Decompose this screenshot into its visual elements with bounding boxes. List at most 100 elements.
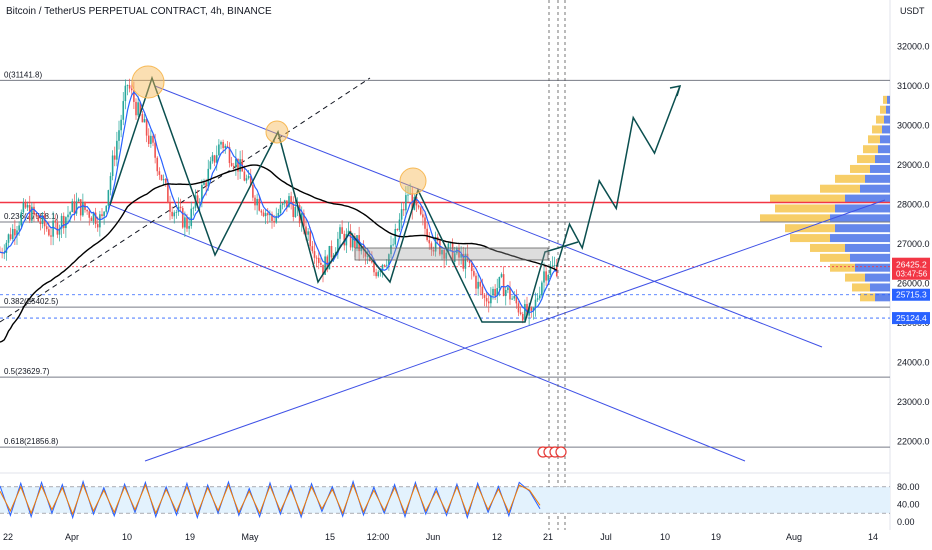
candle-body: [330, 246, 333, 258]
candle-body: [509, 287, 511, 300]
candle-body: [52, 220, 54, 237]
candle-body: [11, 228, 14, 240]
vp-bar-up: [760, 214, 830, 223]
candle-body: [441, 249, 443, 255]
vp-bar-up: [860, 293, 875, 302]
candle-body: [139, 102, 142, 115]
projection-arrowhead: [669, 85, 682, 97]
wave-pattern-line: [109, 75, 579, 323]
candle-body: [35, 214, 37, 216]
candle-body: [260, 210, 263, 213]
candle-body: [273, 220, 275, 223]
time-tick-label: 12: [492, 532, 502, 542]
pattern-drawing[interactable]: [109, 65, 682, 458]
slow-ma-line: [0, 164, 558, 343]
candle-body: [41, 215, 44, 225]
candle-body: [453, 253, 456, 262]
candle-body: [513, 296, 516, 299]
candle-body: [247, 175, 250, 179]
candle-body: [337, 238, 339, 253]
vp-bar-down: [865, 174, 890, 183]
candle-body: [150, 135, 152, 144]
candle-body: [303, 213, 305, 227]
candle-body: [45, 226, 48, 230]
vp-bar-up: [880, 105, 886, 114]
candle-body: [88, 211, 91, 218]
candle-body: [430, 243, 433, 250]
candle-body: [158, 171, 161, 175]
vp-bar-up: [857, 155, 875, 164]
candle-body: [428, 240, 431, 244]
candle-body: [279, 204, 282, 213]
candle-body: [254, 197, 256, 206]
candle-body: [130, 88, 133, 91]
candle-body: [339, 227, 341, 239]
candle-body: [468, 260, 471, 264]
vp-bar-up: [845, 273, 865, 282]
candle-body: [62, 215, 65, 229]
candle-body: [373, 262, 375, 273]
candle-body: [232, 165, 235, 168]
candle-body: [209, 161, 212, 169]
candle-body: [341, 227, 343, 234]
candle-body: [398, 219, 401, 231]
candle-body: [203, 182, 205, 185]
fib-level-label: 0.618(21856.8): [4, 437, 59, 446]
candle-body: [222, 142, 224, 149]
price-tick-label: 30000.0: [897, 121, 930, 131]
vp-bar-up: [785, 224, 835, 233]
price-axis[interactable]: USDT22000.023000.024000.025000.026000.02…: [892, 6, 930, 447]
candle-body: [419, 207, 422, 215]
vp-bar-down: [880, 135, 890, 144]
candle-body: [160, 174, 163, 181]
candle-body: [381, 264, 384, 271]
candle-body: [82, 201, 84, 216]
candle-body: [118, 130, 120, 141]
candle-body: [43, 215, 46, 227]
candle-body: [96, 224, 99, 228]
candle-body: [266, 213, 269, 216]
candle-body: [551, 265, 554, 267]
price-tick-label: 28000.0: [897, 200, 930, 210]
fib-level-label: 0.5(23629.7): [4, 367, 50, 376]
candle-body: [31, 206, 33, 221]
peak-circle-marker: [399, 167, 427, 195]
vp-bar-down: [882, 125, 890, 134]
candle-body: [143, 119, 146, 123]
candle-body: [366, 256, 369, 258]
candle-body: [532, 307, 535, 311]
candle-body: [133, 90, 135, 102]
candle-body: [14, 228, 16, 236]
price-tick-label: 27000.0: [897, 239, 930, 249]
candle-body: [305, 226, 307, 235]
vp-bar-down: [855, 263, 890, 272]
candle-body: [498, 276, 501, 289]
level-price-value: 25124.4: [896, 313, 927, 323]
candle-body: [311, 246, 314, 252]
candle-body: [7, 234, 10, 243]
candle-body: [188, 226, 190, 229]
candle-body: [184, 217, 186, 228]
candle-body: [347, 230, 350, 234]
vp-bar-down: [884, 115, 890, 124]
candle-body: [422, 214, 424, 218]
price-tick-label: 26000.0: [897, 279, 930, 289]
candle-body: [320, 262, 322, 265]
candle-body: [434, 237, 437, 252]
candle-body: [504, 290, 507, 297]
candle-body: [73, 201, 76, 214]
candle-body: [145, 119, 148, 136]
candle-body: [315, 257, 318, 259]
fib-level-label: 0(31141.8): [4, 70, 42, 79]
vp-bar-up: [835, 174, 865, 183]
candle-body: [173, 212, 176, 217]
time-axis[interactable]: 22 Apr 10 19 May 15 12:00 Jun 12 21 Jul 10 19 Aug 14: [3, 532, 878, 542]
level-price-badge: [892, 312, 930, 325]
stoch-rsi-pane[interactable]: 0.00 40.00 80.00: [0, 479, 920, 527]
candle-body: [326, 256, 329, 270]
candle-body: [230, 163, 233, 166]
candle-body: [349, 230, 352, 248]
candle-body: [553, 264, 556, 266]
candle-body: [154, 142, 156, 158]
